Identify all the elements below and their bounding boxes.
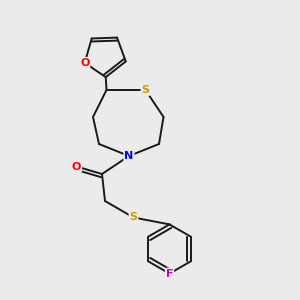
- Text: N: N: [124, 151, 134, 161]
- Text: O: O: [80, 58, 89, 68]
- Text: F: F: [166, 268, 173, 279]
- Text: S: S: [142, 85, 149, 95]
- Text: O: O: [72, 161, 81, 172]
- Text: S: S: [130, 212, 137, 223]
